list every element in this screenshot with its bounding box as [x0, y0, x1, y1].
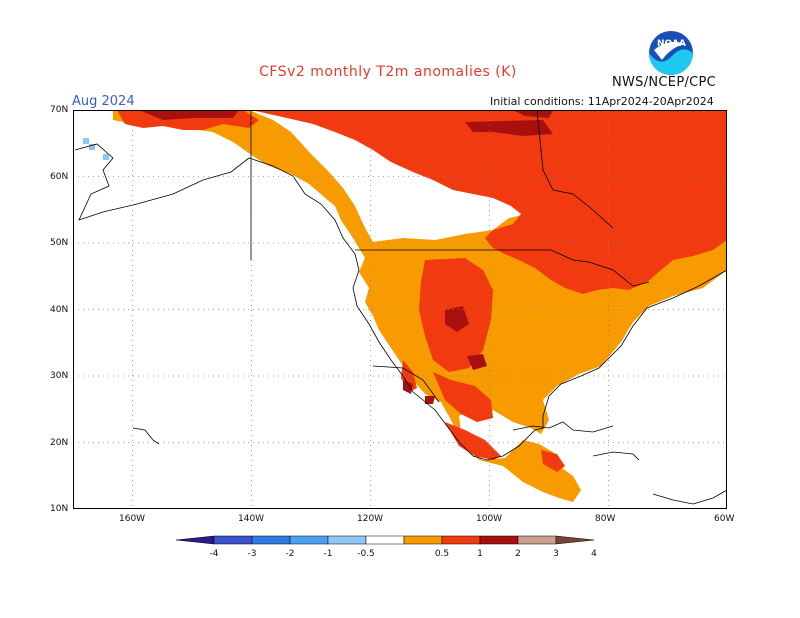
lat-label-50n: 50N: [50, 238, 69, 248]
legend-swatch-9: [517, 535, 557, 545]
legend-arrow-min: [175, 535, 215, 545]
legend-tick-label: 1: [477, 549, 483, 559]
legend-tick-label: -3: [248, 549, 257, 559]
noaa-logo: [648, 30, 694, 76]
chart-title: CFSv2 monthly T2m anomalies (K): [259, 64, 517, 80]
legend-swatch-7: [441, 535, 481, 545]
legend-swatch-1: [213, 535, 253, 545]
coastlines: [74, 110, 727, 505]
color-legend: -4 -3 -2 -1 -0.5 0.5 1 2 3 4: [175, 535, 597, 559]
lat-label-30n: 30N: [50, 371, 69, 381]
legend-tick-label: -4: [210, 549, 219, 559]
anomaly-region-2-to-3: [139, 110, 553, 404]
legend-swatch-4: [327, 535, 367, 545]
legend-tick-label: -0.5: [357, 549, 375, 559]
legend-swatch-2: [251, 535, 291, 545]
lat-label-70n: 70N: [50, 105, 69, 115]
lon-label-120w: 120W: [357, 514, 384, 524]
initial-conditions-label: Initial conditions: 11Apr2024-20Apr2024: [490, 95, 714, 108]
legend-swatch-8: [479, 535, 519, 545]
legend-tick-label: -1: [324, 549, 333, 559]
lat-lon-grid: [73, 110, 727, 509]
org-label: NWS/NCEP/CPC: [612, 75, 717, 90]
anomaly-region-neg-0-5-to-neg-1: [83, 138, 109, 160]
lat-label-40n: 40N: [50, 305, 69, 315]
lon-label-100w: 100W: [476, 514, 503, 524]
noaa-logo-text: NOAA: [657, 39, 686, 49]
month-label: Aug 2024: [72, 94, 135, 109]
lat-label-60n: 60N: [50, 172, 69, 182]
lon-label-60w: 60W: [714, 514, 735, 524]
lon-label-160w: 160W: [119, 514, 146, 524]
lon-label-80w: 80W: [595, 514, 616, 524]
legend-swatch-5: [365, 535, 405, 545]
anomaly-map: [73, 110, 727, 509]
legend-arrow-max: [555, 535, 595, 545]
legend-swatch-3: [289, 535, 329, 545]
lat-label-10n: 10N: [50, 504, 69, 514]
legend-tick-label: 2: [515, 549, 521, 559]
legend-tick-label: 0.5: [435, 549, 449, 559]
legend-swatch-6: [403, 535, 443, 545]
legend-tick-label: 4: [591, 549, 597, 559]
map-frame: [73, 110, 727, 509]
lat-label-20n: 20N: [50, 438, 69, 448]
legend-tick-label: -2: [286, 549, 295, 559]
lon-label-140w: 140W: [238, 514, 265, 524]
legend-tick-label: 3: [553, 549, 559, 559]
